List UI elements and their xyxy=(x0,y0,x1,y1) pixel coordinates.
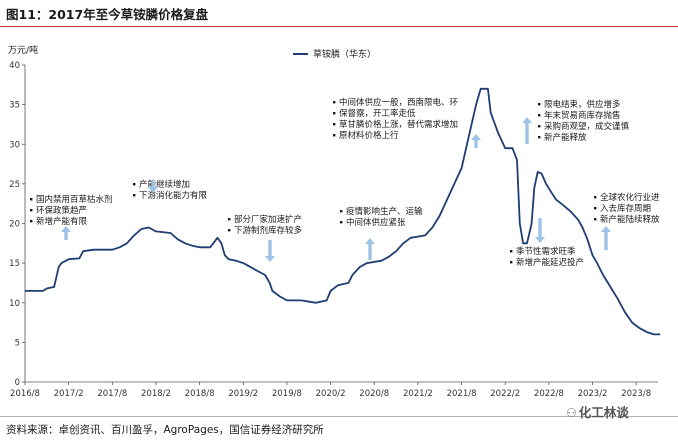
y-tick-label: 5 xyxy=(15,338,20,348)
annotation-bullet xyxy=(228,218,231,221)
legend: 草铵膦（华东） xyxy=(293,48,376,60)
title-rule xyxy=(0,26,678,27)
annotation-bullet xyxy=(30,220,33,223)
figure-title: 图11：2017年至今草铵膦价格复盘 xyxy=(6,7,209,22)
chart-axes: 0 5 10 15 20 25 30 35 40 2016/8 2017/2 2017/8 2018/2… xyxy=(8,44,658,399)
series-layer xyxy=(25,87,661,336)
annotation-bullet xyxy=(538,114,541,117)
annotation-line: 入去库存周期 xyxy=(600,203,651,214)
y-tick-label: 15 xyxy=(9,259,20,269)
annotation-layer: 国内禁用百草枯水剂环保政策趋严新增产能有限产能继续增加下游消化能力有限部分厂家加… xyxy=(30,97,660,268)
annotation-line: 新增产能延迟投产 xyxy=(516,257,584,268)
annotation-bullet xyxy=(333,101,336,104)
watermark: ⚇ 化工林谈 xyxy=(566,402,629,421)
annotation-arrow-head xyxy=(522,117,532,123)
footer-rule xyxy=(0,416,678,417)
annotation-bullet xyxy=(538,103,541,106)
annotation-bullet xyxy=(510,250,513,253)
annotation-bullet xyxy=(133,194,136,197)
y-tick-label: 30 xyxy=(9,140,20,150)
x-tick-label: 2016/8 xyxy=(10,389,40,399)
annotation-line: 原材料价格上行 xyxy=(339,130,399,141)
annotation-bullet xyxy=(538,136,541,139)
x-tick-label: 2022/8 xyxy=(534,389,564,399)
x-tick-label: 2017/2 xyxy=(54,389,84,399)
y-tick-label: 10 xyxy=(9,299,20,309)
annotation-line: 全球农化行业进 xyxy=(600,192,660,203)
series-line-0 xyxy=(25,87,661,336)
annotation-bullet xyxy=(30,209,33,212)
annotation-line: 新增产能有限 xyxy=(36,216,88,227)
x-tick-label: 2021/8 xyxy=(447,389,477,399)
y-axis-unit-label: 万元/吨 xyxy=(8,44,38,56)
x-tick-label: 2022/2 xyxy=(490,389,520,399)
annotation-bullet xyxy=(30,198,33,201)
annotation-arrow-head xyxy=(265,256,275,262)
price-line-chart: 0 5 10 15 20 25 30 35 40 2016/8 2017/2 2017/8 2018/2… xyxy=(8,44,661,399)
y-tick-label: 35 xyxy=(9,101,20,111)
x-tick-label: 2021/2 xyxy=(403,389,433,399)
annotation-bullet xyxy=(333,134,336,137)
x-tick-label: 2020/8 xyxy=(359,389,389,399)
annotation-line: 新产能释放 xyxy=(544,132,587,143)
annotation-4: 中间体供应一般，西南限电、环保督察，开工率走低草甘膦价格上涨，替代需求增加原材料… xyxy=(333,97,481,148)
annotation-line: 部分厂家加速扩产 xyxy=(234,214,302,225)
annotation-line: 新产能陆续释放 xyxy=(600,214,660,225)
x-tick-label: 2018/2 xyxy=(141,389,171,399)
annotation-line: 下游消化能力有限 xyxy=(139,190,208,201)
annotation-arrow-head xyxy=(601,226,611,232)
y-tick-label: 0 xyxy=(15,378,20,388)
annotation-arrow-head xyxy=(61,226,71,232)
annotation-line: 产能继续增加 xyxy=(139,179,190,190)
annotation-line: 草甘膦价格上涨，替代需求增加 xyxy=(339,119,458,130)
annotation-line: 限电结束，供应增多 xyxy=(544,99,621,110)
x-tick-label: 2019/2 xyxy=(228,389,258,399)
annotation-line: 疫情影响生产、运输 xyxy=(346,206,423,217)
x-tick-label: 2023/2 xyxy=(578,389,608,399)
x-tick-label: 2020/2 xyxy=(316,389,346,399)
annotation-bullet xyxy=(510,261,513,264)
x-tick-label: 2018/8 xyxy=(185,389,215,399)
annotation-bullet xyxy=(133,183,136,186)
annotation-line: 中间体供应一般，西南限电、环 xyxy=(339,97,459,108)
annotation-line: 国内禁用百草枯水剂 xyxy=(36,194,113,205)
annotation-bullet xyxy=(594,207,597,210)
watermark-text: 化工林谈 xyxy=(578,405,629,420)
annotation-bullet xyxy=(594,218,597,221)
source-note: 资料来源：卓创资讯、百川盈孚，AgroPages，国信证券经济研究所 xyxy=(6,424,324,436)
annotation-bullet xyxy=(594,196,597,199)
annotation-arrow-head xyxy=(471,134,481,140)
x-tick-label: 2019/8 xyxy=(272,389,302,399)
wechat-icon: ⚇ xyxy=(566,406,577,420)
annotation-arrow-head xyxy=(365,238,375,244)
annotation-line: 采购商观望，成交谨慎 xyxy=(544,121,630,132)
annotation-bullet xyxy=(538,125,541,128)
annotation-arrow-head xyxy=(535,237,545,243)
annotation-line: 中间体供应紧张 xyxy=(346,217,406,228)
y-tick-label: 20 xyxy=(9,220,20,230)
annotation-bullet xyxy=(340,210,343,213)
annotation-bullet xyxy=(333,123,336,126)
annotation-bullet xyxy=(228,229,231,232)
annotation-arrow-head xyxy=(148,187,158,193)
annotation-line: 年末贸易商库存抛售 xyxy=(544,110,621,121)
y-tick-label: 40 xyxy=(9,61,20,71)
y-tick-label: 25 xyxy=(9,180,20,190)
x-tick-label: 2023/8 xyxy=(621,389,651,399)
annotation-line: 季节性需求旺季 xyxy=(516,246,576,257)
x-tick-label: 2017/8 xyxy=(97,389,127,399)
annotation-line: 保督察，开工率走低 xyxy=(339,108,416,119)
annotation-line: 环保政策趋严 xyxy=(36,205,87,216)
annotation-bullet xyxy=(333,112,336,115)
annotation-line: 下游制剂库存较多 xyxy=(234,225,303,236)
legend-label: 草铵膦（华东） xyxy=(313,48,376,60)
annotation-bullet xyxy=(340,221,343,224)
